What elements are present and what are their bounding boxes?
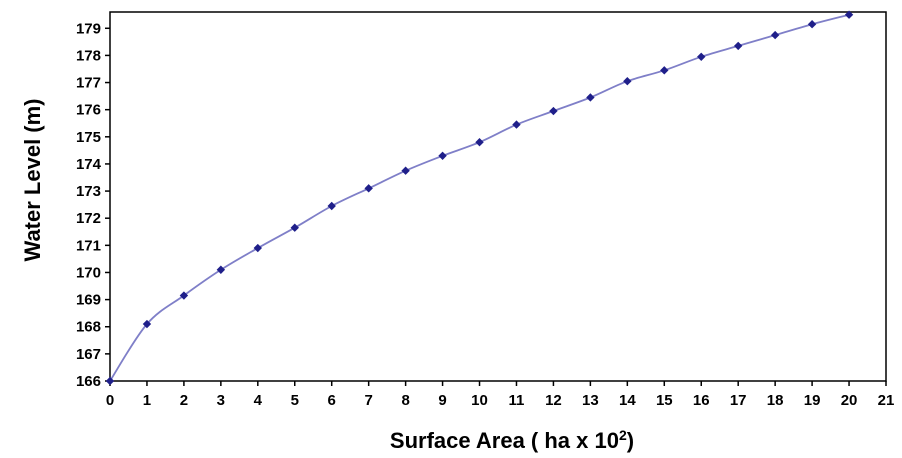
x-tick-label: 8 — [401, 392, 409, 409]
x-tick-label: 16 — [693, 392, 710, 409]
x-tick-label: 20 — [841, 392, 858, 409]
data-point-marker — [623, 76, 632, 86]
x-tick-label: 4 — [254, 392, 263, 409]
x-tick-label: 17 — [730, 392, 747, 409]
x-tick-label: 0 — [106, 392, 114, 409]
plot-area: 1661671681691701711721731741751761771781… — [76, 10, 895, 409]
x-tick-label: 7 — [364, 392, 372, 409]
data-point-marker — [179, 291, 189, 300]
x-axis-title: Surface Area ( ha x 102) — [390, 427, 634, 453]
data-point-marker — [770, 30, 780, 40]
x-axis-title-main: Surface Area ( ha x 10 — [390, 428, 619, 453]
y-tick-label: 175 — [76, 129, 101, 146]
x-axis-title-superscript: 2 — [619, 427, 627, 443]
data-point-marker — [549, 106, 558, 116]
y-tick-label: 179 — [76, 20, 101, 37]
x-tick-label: 6 — [328, 392, 336, 409]
y-tick-label: 177 — [76, 75, 101, 92]
data-point-marker — [216, 265, 226, 274]
data-point-marker — [438, 151, 447, 161]
y-tick-label: 172 — [76, 210, 101, 227]
data-point-marker — [364, 184, 373, 193]
x-tick-label: 5 — [291, 392, 299, 409]
x-tick-label: 11 — [509, 392, 525, 409]
x-tick-label: 10 — [471, 392, 488, 409]
data-point-marker — [660, 66, 669, 75]
x-tick-label: 18 — [767, 392, 784, 409]
y-tick-label: 171 — [76, 237, 101, 254]
data-point-marker — [327, 201, 336, 211]
x-tick-label: 14 — [619, 392, 636, 409]
data-point-marker — [733, 41, 743, 51]
y-tick-label: 167 — [76, 346, 101, 363]
y-tick-label: 173 — [76, 183, 101, 200]
x-tick-label: 21 — [878, 392, 895, 409]
data-point-marker — [290, 223, 299, 232]
y-tick-label: 166 — [76, 373, 101, 390]
x-tick-label: 15 — [656, 392, 673, 409]
data-point-marker — [697, 52, 706, 61]
x-tick-label: 9 — [438, 392, 446, 409]
x-axis-title-close: ) — [627, 428, 634, 453]
x-tick-label: 19 — [804, 392, 821, 409]
data-point-marker — [512, 120, 521, 129]
y-tick-label: 176 — [76, 102, 101, 119]
y-tick-label: 178 — [76, 47, 101, 64]
x-tick-label: 2 — [180, 392, 188, 409]
series-line — [109, 13, 850, 382]
x-tick-label: 1 — [143, 392, 151, 409]
plot-frame — [109, 11, 887, 382]
y-tick-label: 174 — [76, 156, 102, 173]
x-tick-label: 13 — [582, 392, 599, 409]
data-point-marker — [401, 166, 410, 175]
data-point-marker — [142, 319, 152, 329]
data-point-marker — [807, 20, 817, 29]
y-tick-label: 169 — [76, 292, 101, 309]
data-point-marker — [253, 243, 263, 253]
y-tick-label: 168 — [76, 319, 101, 336]
data-point-marker — [475, 138, 484, 147]
data-point-marker — [586, 93, 595, 102]
x-tick-label: 12 — [545, 392, 562, 409]
y-axis-title: Water Level (m) — [20, 98, 45, 261]
data-point-marker — [105, 376, 115, 386]
x-tick-label: 3 — [217, 392, 225, 409]
data-point-marker — [844, 10, 854, 19]
y-tick-label: 170 — [76, 264, 101, 281]
